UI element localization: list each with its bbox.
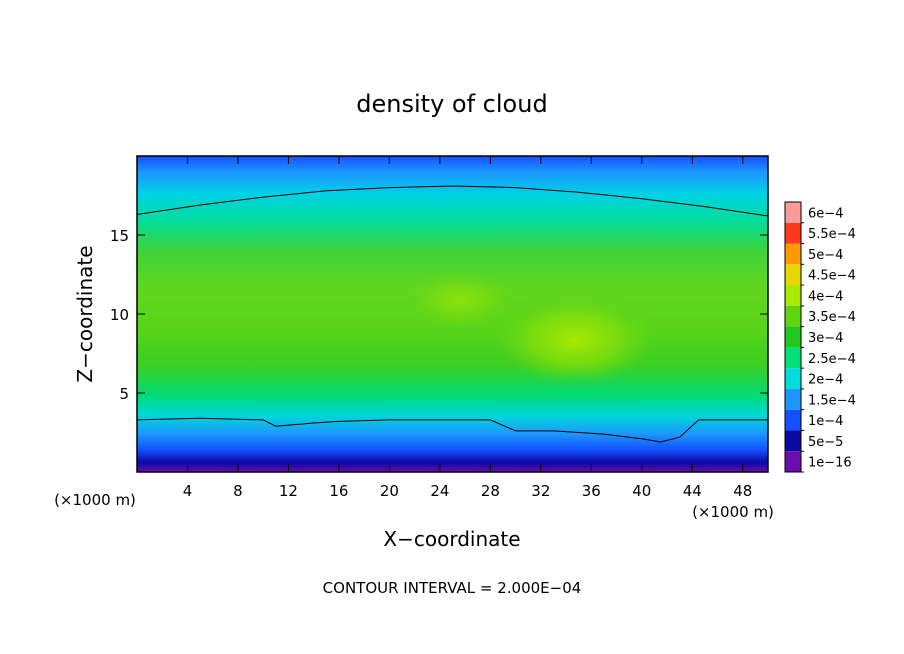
colorbar-swatch: [785, 409, 801, 431]
x-tick-label: 8: [233, 482, 243, 500]
x-axis-label: X−coordinate: [383, 527, 520, 551]
colorbar-label: 4.5e−4: [808, 269, 856, 284]
colorbar-label: 5e−4: [808, 248, 843, 263]
x-axis: 4 8 12 16 20 24 28 32 36 40 44 48: [183, 156, 752, 500]
colorbar-swatch: [785, 326, 801, 348]
heatmap-field: [137, 156, 768, 472]
y-tick-label: 10: [110, 306, 129, 324]
x-tick-label: 20: [380, 482, 399, 500]
colorbar-label: 5.5e−4: [808, 227, 856, 242]
colorbar-swatch: [785, 430, 801, 452]
colorbar-label: 3e−4: [808, 331, 843, 346]
y-tick-label: 5: [119, 385, 129, 403]
colorbar-label: 1e−16: [808, 456, 852, 471]
x-tick-label: 28: [481, 482, 500, 500]
colorbar-swatch: [785, 202, 801, 223]
x-tick-label: 16: [329, 482, 348, 500]
y-unit-note: (×1000 m): [54, 491, 136, 509]
colorbar-label: 6e−4: [808, 206, 843, 221]
colorbar-label: 1e−4: [808, 414, 843, 429]
x-tick-label: 44: [683, 482, 702, 500]
x-tick-label: 32: [531, 482, 550, 500]
colorbar-label: 2e−4: [808, 373, 843, 388]
contour-lines: [137, 185, 768, 443]
contour-interval-note: CONTOUR INTERVAL = 2.000E−04: [323, 579, 582, 597]
colorbar-label: 2.5e−4: [808, 352, 856, 367]
colorbar-label: 5e−5: [808, 435, 843, 450]
colorbar-swatch: [785, 388, 801, 410]
colorbar-frame: [784, 201, 802, 473]
contour-line: [137, 417, 768, 443]
colorbar-swatch: [785, 243, 801, 265]
x-tick-label: 4: [183, 482, 193, 500]
colorbar-label: 3.5e−4: [808, 310, 856, 325]
y-tick-label: 15: [110, 227, 129, 245]
y-axis: 5 10 15: [110, 227, 768, 403]
colorbar-swatch: [785, 368, 801, 389]
chart-title: density of cloud: [356, 90, 547, 118]
colorbar-swatch: [785, 285, 801, 306]
x-tick-label: 12: [279, 482, 298, 500]
colorbar-swatch: [785, 264, 801, 286]
x-tick-label: 40: [632, 482, 651, 500]
x-unit-note: (×1000 m): [692, 503, 774, 521]
x-tick-label: 36: [582, 482, 601, 500]
density-peak-region: [495, 295, 655, 385]
colorbar-swatch: [785, 451, 801, 472]
x-tick-label: 24: [430, 482, 449, 500]
x-tick-label: 48: [733, 482, 752, 500]
contour-line: [137, 185, 768, 217]
colorbar-label: 1.5e−4: [808, 393, 856, 408]
colorbar: 1e−16 5e−5 1e−4 1.5e−4 2e−4 2.5e−4 3e−4 3.5e−4 4…: [784, 201, 856, 473]
colorbar-swatch: [785, 347, 801, 369]
y-axis-label: Z−coordinate: [73, 245, 97, 382]
colorbar-swatch: [785, 305, 801, 327]
colorbar-label: 4e−4: [808, 289, 843, 304]
colorbar-swatch: [785, 222, 801, 244]
